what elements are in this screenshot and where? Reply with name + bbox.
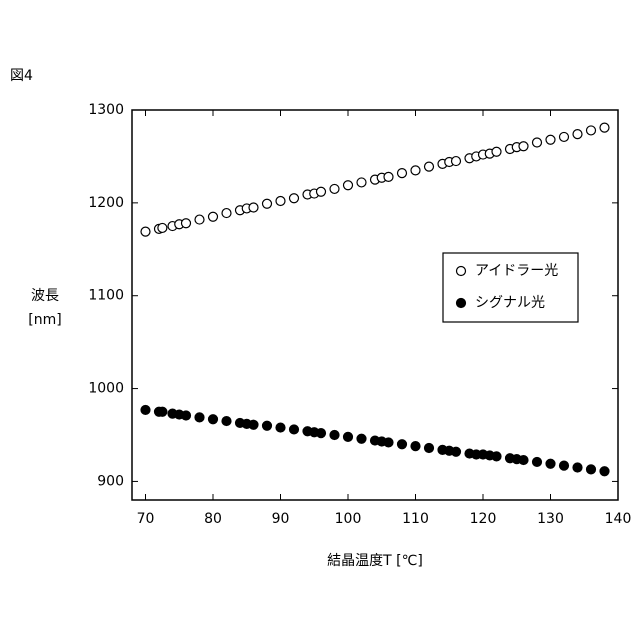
data-point [519,456,528,465]
data-point [519,142,528,151]
data-point [344,181,353,190]
data-point [158,407,167,416]
data-point [249,203,258,212]
data-point [141,405,150,414]
x-tick-label: 100 [335,511,362,527]
data-point [263,421,272,430]
data-point [384,172,393,181]
legend-marker [457,299,466,308]
data-point [560,132,569,141]
y-tick-label: 1300 [88,102,124,118]
data-point [317,429,326,438]
data-point [263,199,272,208]
data-point [276,197,285,206]
y-tick-label: 1200 [88,195,124,211]
data-point [600,123,609,132]
data-point [195,215,204,224]
data-point [587,465,596,474]
data-point [222,417,231,426]
data-point [546,459,555,468]
data-point [533,138,542,147]
x-tick-label: 110 [402,511,429,527]
y-tick-label: 1100 [88,288,124,304]
x-tick-label: 70 [137,511,155,527]
data-point [384,438,393,447]
y-axis-label: [nm] [28,312,61,328]
data-point [425,444,434,453]
y-tick-label: 1000 [88,381,124,397]
data-point [452,157,461,166]
data-point [222,209,231,218]
data-point [560,461,569,470]
data-point [209,415,218,424]
data-point [398,440,407,449]
data-point [573,130,582,139]
data-point [492,452,501,461]
data-point [425,162,434,171]
data-point [587,126,596,135]
data-point [344,432,353,441]
x-tick-label: 140 [605,511,632,527]
data-point [276,423,285,432]
figure-label: 図4 [10,68,33,84]
y-axis-label: 波長 [31,288,59,304]
chart: 図4 波長 [nm] 結晶温度T [℃] 70 80 90 100 110 120 130 1… [0,0,640,640]
data-point [573,463,582,472]
data-point [411,442,420,451]
data-point [546,135,555,144]
data-point [492,147,501,156]
legend-label: アイドラー光 [475,263,558,279]
data-point [182,411,191,420]
data-point [249,420,258,429]
data-point [182,219,191,228]
legend-label: シグナル光 [475,295,545,311]
x-axis-label: 結晶温度T [℃] [327,553,423,569]
data-point [317,187,326,196]
data-point [290,194,299,203]
data-point [209,212,218,221]
x-tick-label: 120 [470,511,497,527]
data-point [357,178,366,187]
data-point [290,425,299,434]
data-point [357,434,366,443]
data-point [330,431,339,440]
data-point [411,166,420,175]
data-point [141,227,150,236]
legend-marker [457,267,466,276]
data-point [452,447,461,456]
x-tick-label: 130 [537,511,564,527]
y-tick-label: 900 [97,473,124,489]
data-point [600,467,609,476]
data-point [195,413,204,422]
data-point [158,223,167,232]
data-point [398,169,407,178]
data-point [330,184,339,193]
x-tick-label: 80 [204,511,222,527]
x-tick-label: 90 [272,511,290,527]
data-point [533,457,542,466]
